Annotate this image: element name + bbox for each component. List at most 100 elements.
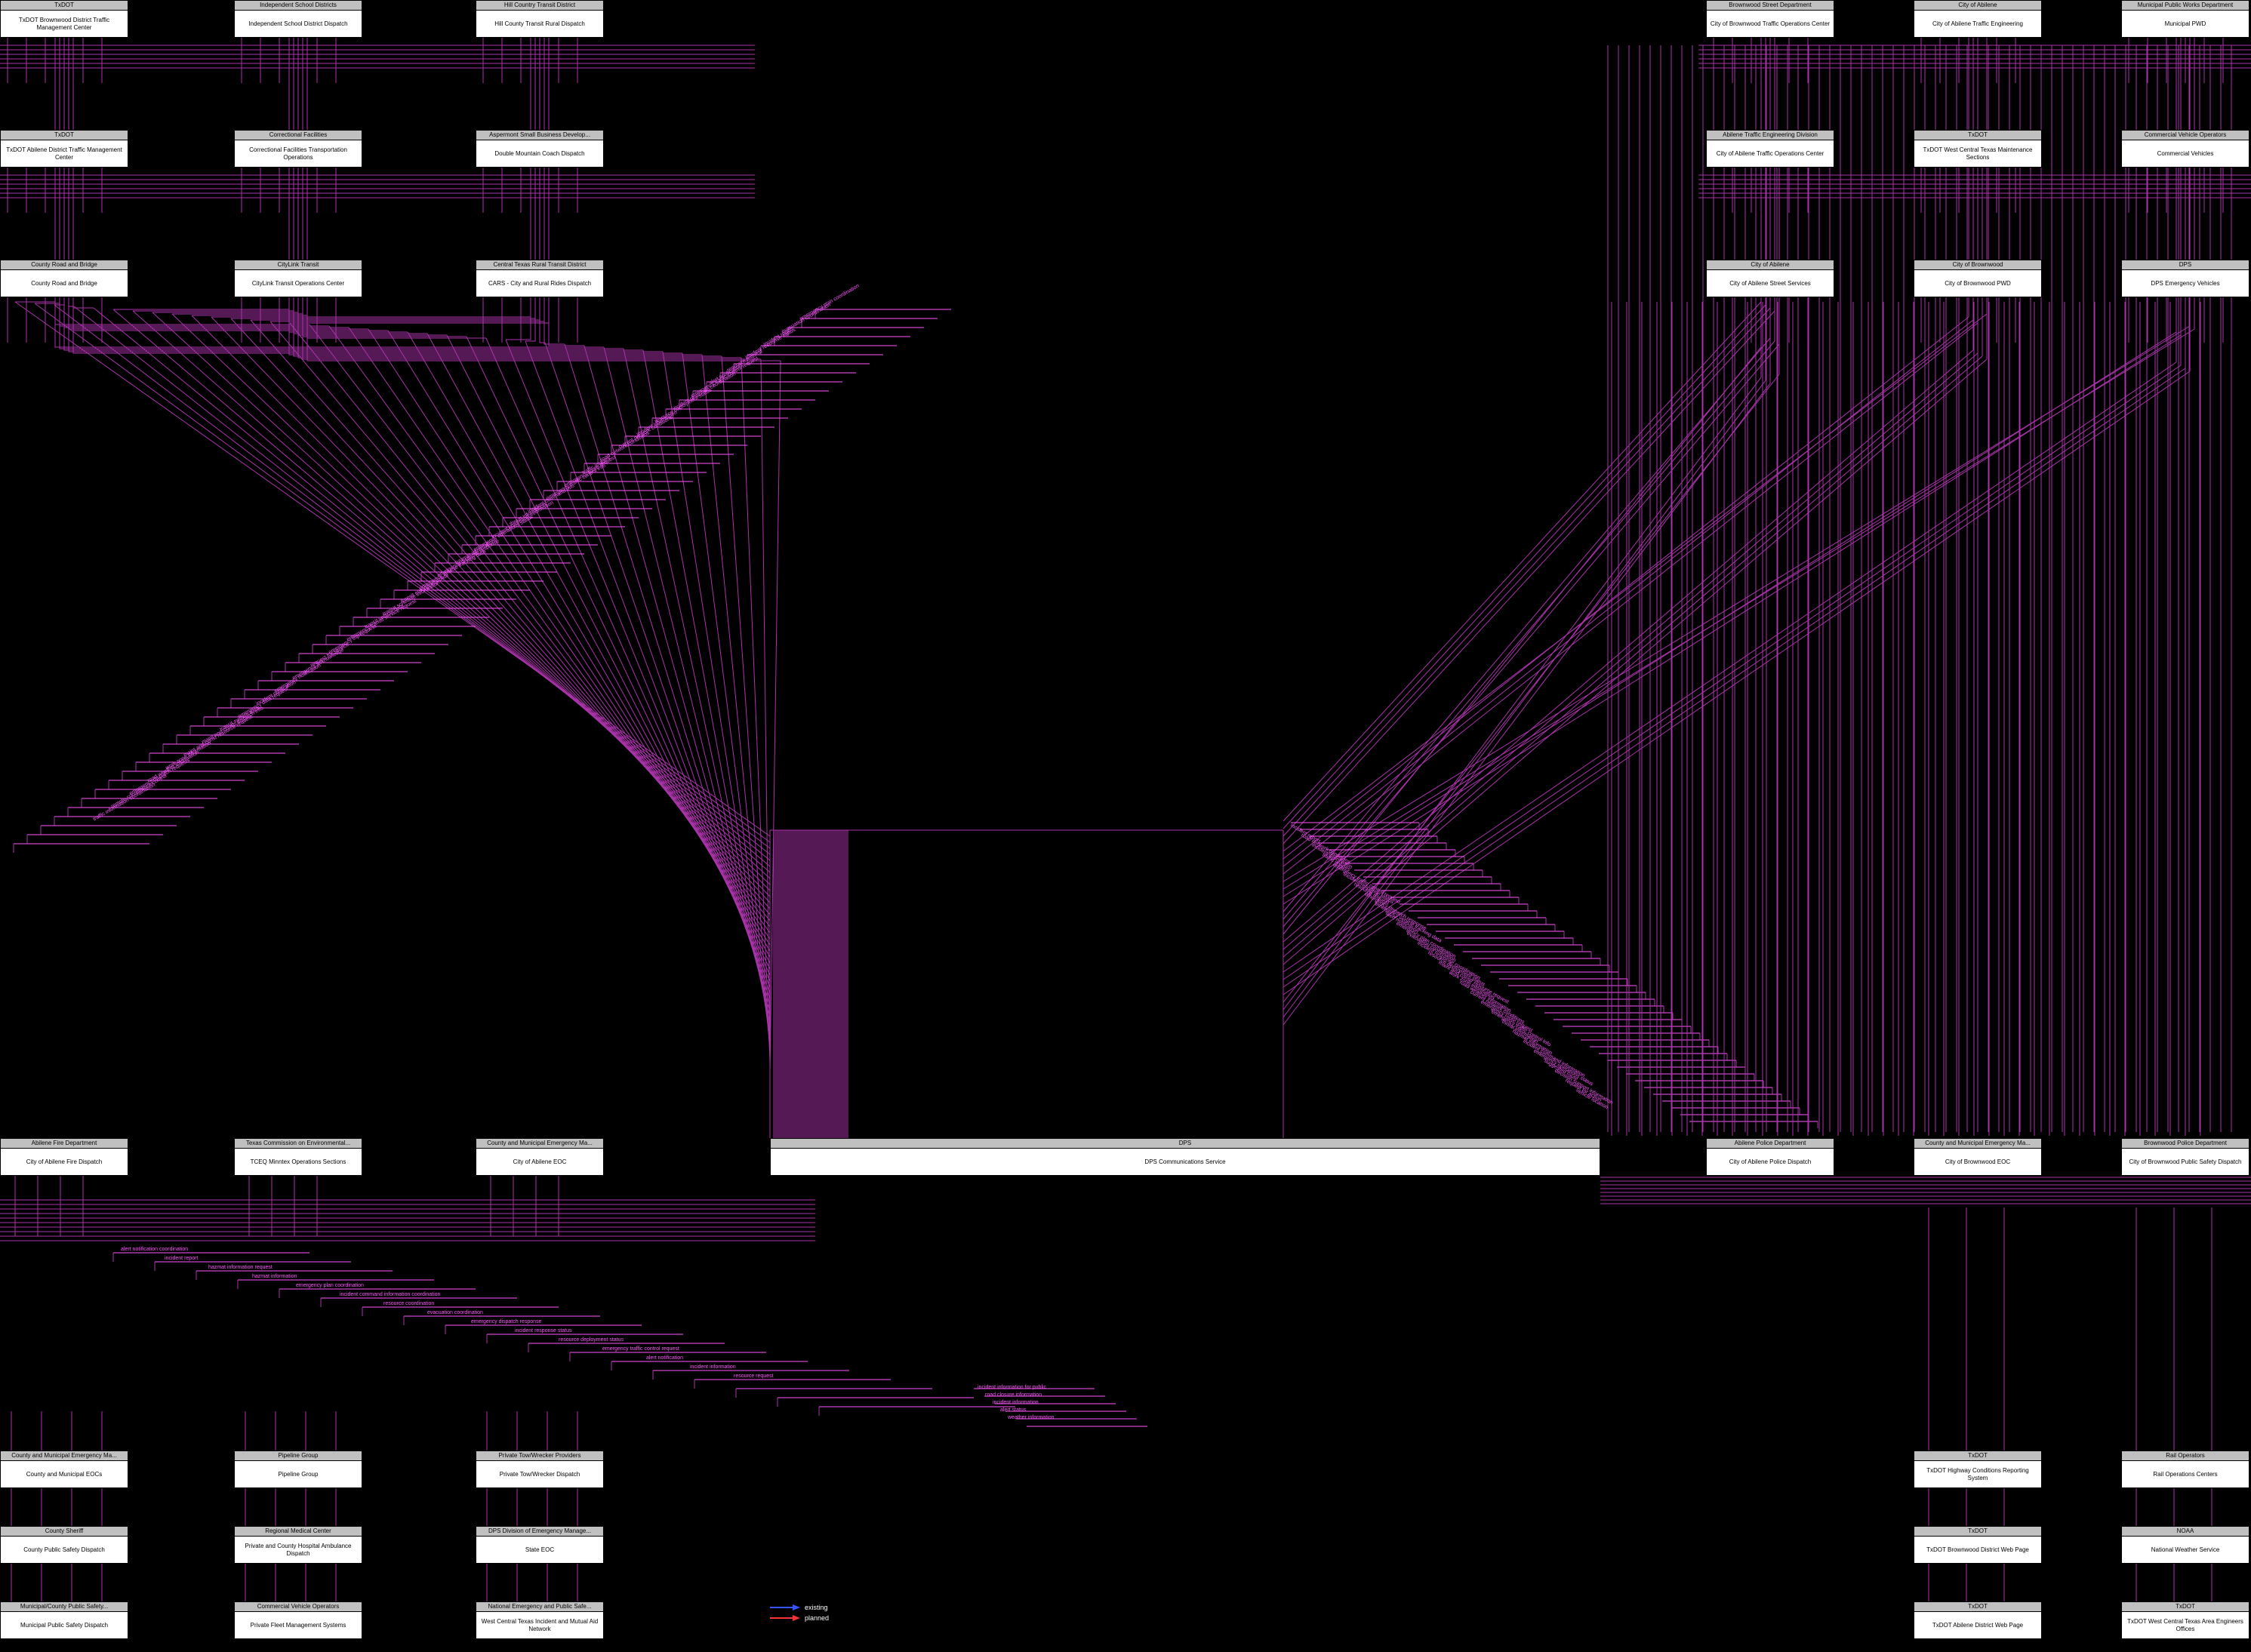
n_brownwood_eoc[interactable]: County and Municipal Emergency Ma...City… bbox=[1914, 1138, 2042, 1176]
n_abilene_pd-header: Abilene Police Department bbox=[1707, 1139, 1834, 1149]
n_citylink[interactable]: CityLink TransitCityLink Transit Operati… bbox=[234, 260, 362, 297]
n_abilene_traf[interactable]: City of AbileneCity of Abilene Traffic E… bbox=[1914, 0, 2042, 38]
n_pipeline[interactable]: Pipeline GroupPipeline Group bbox=[234, 1450, 362, 1488]
n_correctional-header: Correctional Facilities bbox=[235, 131, 362, 140]
n_abilene_street[interactable]: City of AbileneCity of Abilene Street Se… bbox=[1706, 260, 1834, 297]
flow-botleft-10: resource deployment status bbox=[559, 1337, 624, 1343]
flow-botleft-14: resource request bbox=[734, 1374, 774, 1379]
n_doublemtn[interactable]: Aspermont Small Business Develop...Doubl… bbox=[476, 130, 604, 168]
flow-botright-1: road closure information bbox=[985, 1392, 1042, 1398]
legend: existing planned bbox=[770, 1604, 829, 1622]
flow-botleft-3: hazmat information bbox=[252, 1274, 297, 1279]
n_muni_ps[interactable]: Municipal/County Public Safety...Municip… bbox=[0, 1601, 128, 1639]
flow-botleft-0: alert notification coordination bbox=[121, 1247, 188, 1252]
flow-botright-4: weather information bbox=[1008, 1415, 1054, 1420]
n_hillcountry-body: Hill County Transit Rural Dispatch bbox=[476, 11, 603, 38]
n_txdot_brownwood[interactable]: TxDOTTxDOT Brownwood District Traffic Ma… bbox=[0, 0, 128, 38]
n_web_bw-body: TxDOT Brownwood District Web Page bbox=[1914, 1537, 2041, 1564]
n_county_eoc-body: County and Municipal EOCs bbox=[1, 1461, 128, 1488]
n_dps_veh-body: DPS Emergency Vehicles bbox=[2122, 270, 2249, 297]
n_brownwood_st[interactable]: Brownwood Street DepartmentCity of Brown… bbox=[1706, 0, 1834, 38]
n_citylink-body: CityLink Transit Operations Center bbox=[235, 270, 362, 297]
n_pipeline-body: Pipeline Group bbox=[235, 1461, 362, 1488]
n_brownwood_st-body: City of Brownwood Traffic Operations Cen… bbox=[1707, 11, 1834, 38]
n_noaa[interactable]: NOAANational Weather Service bbox=[2121, 1526, 2249, 1564]
n_abilene_ops[interactable]: Abilene Traffic Engineering DivisionCity… bbox=[1706, 130, 1834, 168]
n_towing-header: Private Tow/Wrecker Providers bbox=[476, 1451, 603, 1461]
n_dps_veh-header: DPS bbox=[2122, 260, 2249, 270]
n_commveh[interactable]: Commercial Vehicle OperatorsCommercial V… bbox=[2121, 130, 2249, 168]
n_hillcountry-header: Hill Country Transit District bbox=[476, 1, 603, 11]
n_web_ab[interactable]: TxDOTTxDOT Abilene District Web Page bbox=[1914, 1601, 2042, 1639]
n_abilene_ops-body: City of Abilene Traffic Operations Cente… bbox=[1707, 140, 1834, 168]
n_muni_ps-header: Municipal/County Public Safety... bbox=[1, 1602, 128, 1612]
legend-existing: existing bbox=[805, 1604, 828, 1611]
n_hospital[interactable]: Regional Medical CenterPrivate and Count… bbox=[234, 1526, 362, 1564]
n_towing[interactable]: Private Tow/Wrecker ProvidersPrivate Tow… bbox=[476, 1450, 604, 1488]
n_abilene_eoc[interactable]: County and Municipal Emergency Ma...City… bbox=[476, 1138, 604, 1176]
n_state_eoc[interactable]: DPS Division of Emergency Manage...State… bbox=[476, 1526, 604, 1564]
n_web_ab-body: TxDOT Abilene District Web Page bbox=[1914, 1612, 2041, 1639]
n_hillcountry[interactable]: Hill Country Transit DistrictHill County… bbox=[476, 0, 604, 38]
n_txdot_maint-body: TxDOT West Central Texas Maintenance Sec… bbox=[1914, 140, 2041, 168]
n_isd-header: Independent School Districts bbox=[235, 1, 362, 11]
n_isd[interactable]: Independent School DistrictsIndependent … bbox=[234, 0, 362, 38]
n_mutual[interactable]: National Emergency and Public Safe...Wes… bbox=[476, 1601, 604, 1639]
n_web_bw-header: TxDOT bbox=[1914, 1527, 2041, 1537]
n_countyrb-header: County Road and Bridge bbox=[1, 260, 128, 270]
n_rail[interactable]: Rail OperatorsRail Operations Centers bbox=[2121, 1450, 2249, 1488]
n_muni_pwd[interactable]: Municipal Public Works DepartmentMunicip… bbox=[2121, 0, 2249, 38]
n_fleet-header: Commercial Vehicle Operators bbox=[235, 1602, 362, 1612]
n_dps_comm-header: DPS bbox=[771, 1139, 1600, 1149]
n_tceq[interactable]: Texas Commission on Environmental...TCEQ… bbox=[234, 1138, 362, 1176]
n_abilene_fire-header: Abilene Fire Department bbox=[1, 1139, 128, 1149]
n_cars-body: CARS - City and Rural Rides Dispatch bbox=[476, 270, 603, 297]
n_pipeline-header: Pipeline Group bbox=[235, 1451, 362, 1461]
flow-botleft-11: emergency traffic control request bbox=[602, 1346, 679, 1352]
n_brownwood_ps[interactable]: Brownwood Police DepartmentCity of Brown… bbox=[2121, 1138, 2249, 1176]
n_sheriff[interactable]: County SheriffCounty Public Safety Dispa… bbox=[0, 1526, 128, 1564]
n_abilene_eoc-body: City of Abilene EOC bbox=[476, 1149, 603, 1176]
n_commveh-header: Commercial Vehicle Operators bbox=[2122, 131, 2249, 140]
n_dps_comm[interactable]: DPSDPS Communications Service bbox=[770, 1138, 1600, 1176]
n_txdot_abilene[interactable]: TxDOTTxDOT Abilene District Traffic Mana… bbox=[0, 130, 128, 168]
n_abilene_fire[interactable]: Abilene Fire DepartmentCity of Abilene F… bbox=[0, 1138, 128, 1176]
n_abilene_ops-header: Abilene Traffic Engineering Division bbox=[1707, 131, 1834, 140]
flow-botleft-12: alert notification bbox=[646, 1355, 683, 1361]
n_doublemtn-header: Aspermont Small Business Develop... bbox=[476, 131, 603, 140]
n_txdot_abilene-body: TxDOT Abilene District Traffic Managemen… bbox=[1, 140, 128, 168]
flow-botright-2: incident information bbox=[993, 1400, 1039, 1405]
n_area_eng-body: TxDOT West Central Texas Area Engineers … bbox=[2122, 1612, 2249, 1639]
n_cars-header: Central Texas Rural Transit District bbox=[476, 260, 603, 270]
n_brownwood_pwd-body: City of Brownwood PWD bbox=[1914, 270, 2041, 297]
n_muni_pwd-body: Municipal PWD bbox=[2122, 11, 2249, 38]
n_txdot_maint[interactable]: TxDOTTxDOT West Central Texas Maintenanc… bbox=[1914, 130, 2042, 168]
n_brownwood_eoc-body: City of Brownwood EOC bbox=[1914, 1149, 2041, 1176]
n_muni_pwd-header: Municipal Public Works Department bbox=[2122, 1, 2249, 11]
n_web_bw[interactable]: TxDOTTxDOT Brownwood District Web Page bbox=[1914, 1526, 2042, 1564]
n_brownwood_pwd[interactable]: City of BrownwoodCity of Brownwood PWD bbox=[1914, 260, 2042, 297]
n_correctional[interactable]: Correctional FacilitiesCorrectional Faci… bbox=[234, 130, 362, 168]
n_web_ab-header: TxDOT bbox=[1914, 1602, 2041, 1612]
n_fleet[interactable]: Commercial Vehicle OperatorsPrivate Flee… bbox=[234, 1601, 362, 1639]
n_countyrb[interactable]: County Road and BridgeCounty Road and Br… bbox=[0, 260, 128, 297]
n_brownwood_eoc-header: County and Municipal Emergency Ma... bbox=[1914, 1139, 2041, 1149]
n_abilene_traf-body: City of Abilene Traffic Engineering bbox=[1914, 11, 2041, 38]
n_rail-body: Rail Operations Centers bbox=[2122, 1461, 2249, 1488]
n_abilene_street-header: City of Abilene bbox=[1707, 260, 1834, 270]
n_state_eoc-header: DPS Division of Emergency Manage... bbox=[476, 1527, 603, 1537]
n_area_eng[interactable]: TxDOTTxDOT West Central Texas Area Engin… bbox=[2121, 1601, 2249, 1639]
n_hcrs-body: TxDOT Highway Conditions Reporting Syste… bbox=[1914, 1461, 2041, 1488]
n_brownwood_pwd-header: City of Brownwood bbox=[1914, 260, 2041, 270]
n_sheriff-body: County Public Safety Dispatch bbox=[1, 1537, 128, 1564]
n_county_eoc[interactable]: County and Municipal Emergency Ma...Coun… bbox=[0, 1450, 128, 1488]
n_cars[interactable]: Central Texas Rural Transit DistrictCARS… bbox=[476, 260, 604, 297]
n_abilene_eoc-header: County and Municipal Emergency Ma... bbox=[476, 1139, 603, 1149]
n_dps_veh[interactable]: DPSDPS Emergency Vehicles bbox=[2121, 260, 2249, 297]
n_tceq-body: TCEQ Minntex Operations Sections bbox=[235, 1149, 362, 1176]
n_txdot_brownwood-body: TxDOT Brownwood District Traffic Managem… bbox=[1, 11, 128, 38]
n_abilene_pd-body: City of Abilene Police Dispatch bbox=[1707, 1149, 1834, 1176]
n_abilene_pd[interactable]: Abilene Police DepartmentCity of Abilene… bbox=[1706, 1138, 1834, 1176]
n_hcrs[interactable]: TxDOTTxDOT Highway Conditions Reporting … bbox=[1914, 1450, 2042, 1488]
legend-planned: planned bbox=[805, 1614, 829, 1622]
